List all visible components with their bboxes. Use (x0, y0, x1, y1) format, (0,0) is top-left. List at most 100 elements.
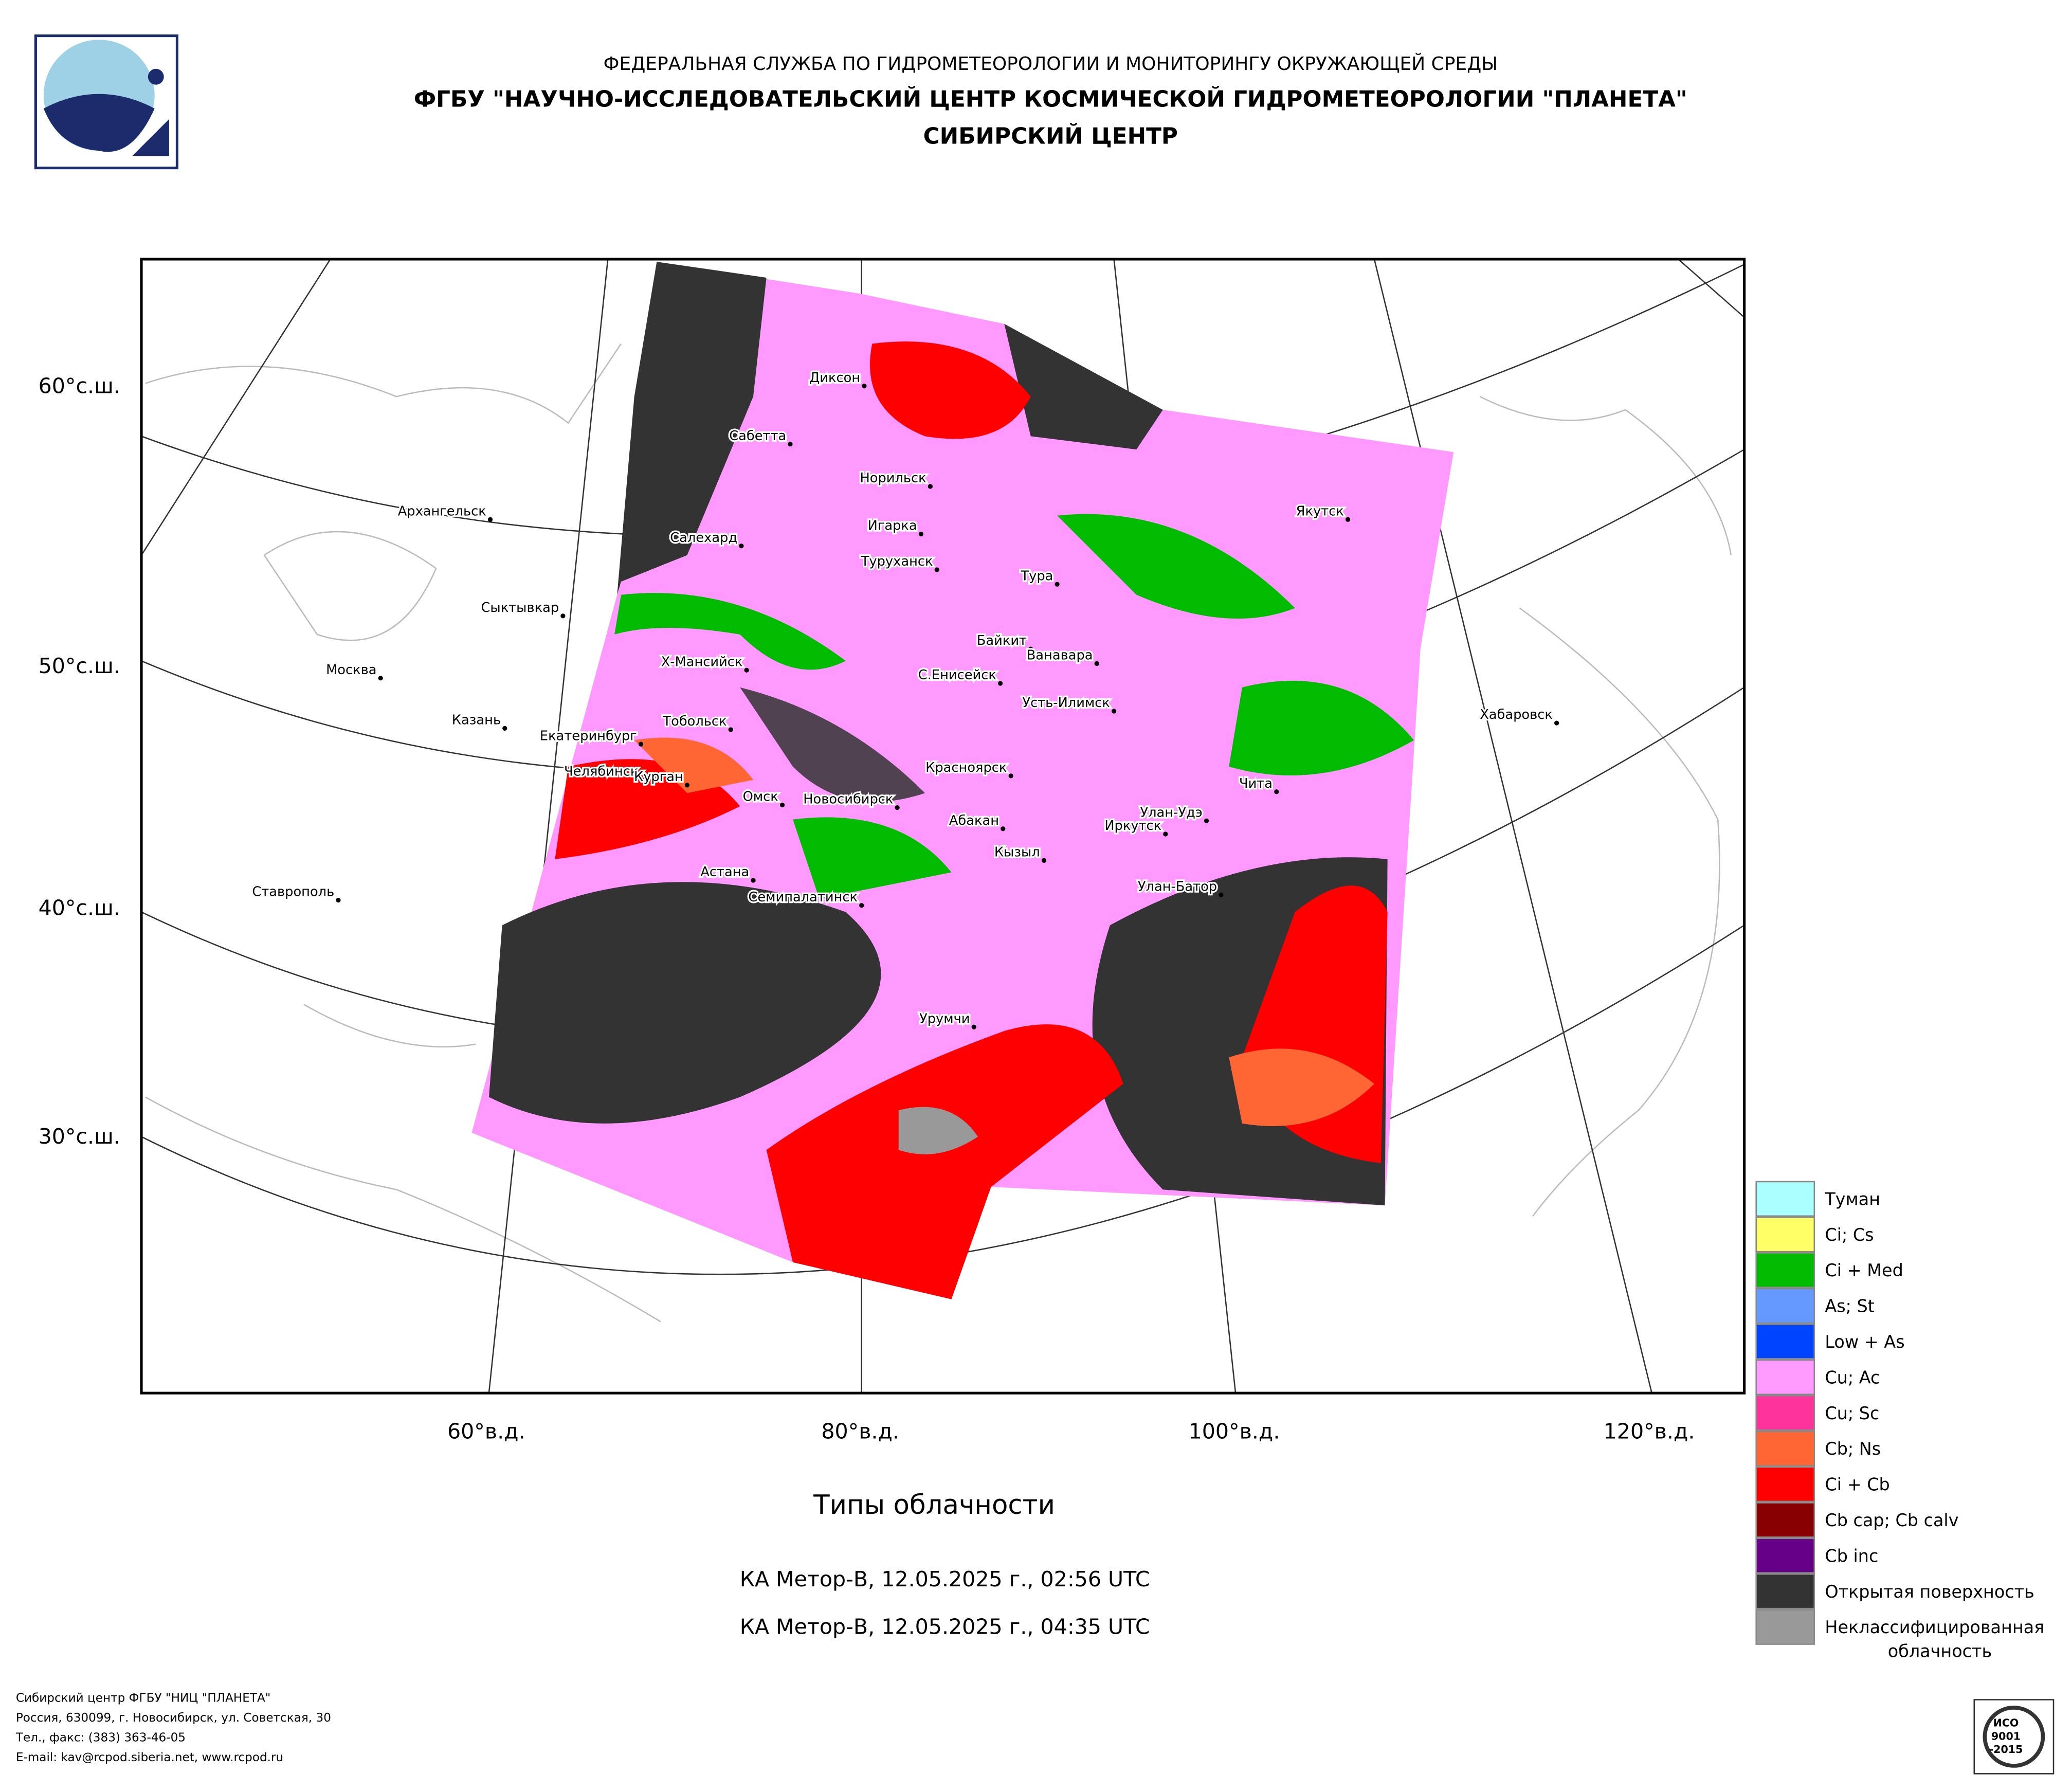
footer-line: Россия, 630099, г. Новосибирск, ул. Сове… (16, 1711, 331, 1725)
city-label: Х-Мансийск (661, 654, 743, 670)
city-label: Чита (1239, 776, 1273, 791)
city-label: Ванавара (1027, 648, 1093, 663)
city-label: Абакан (949, 813, 999, 828)
city-dot (378, 676, 383, 681)
legend-swatch (1755, 1252, 1815, 1288)
city-label: Хабаровск (1480, 707, 1553, 722)
legend-swatch (1755, 1288, 1815, 1324)
footer: Сибирский центр ФГБУ "НИЦ "ПЛАНЕТА" Росси… (15, 1691, 331, 1764)
city-dot (1274, 789, 1279, 794)
legend-label: Ci; Cs (1825, 1225, 1874, 1245)
legend-swatch (1755, 1395, 1815, 1431)
city-label: Диксон (809, 370, 860, 386)
legend-label: Неклассифицированная (1825, 1617, 2044, 1637)
city-label: Игарка (868, 518, 917, 534)
city-dot (895, 805, 900, 810)
caption-title: Типы облачности (813, 1490, 1055, 1521)
footer-line: Тел., факс: (383) 363-46-05 (15, 1731, 186, 1744)
city-dot (560, 613, 566, 619)
city-label: Урумчи (919, 1011, 970, 1026)
city-dot (744, 667, 749, 673)
logo (34, 34, 178, 170)
footer-line: E-mail: kav@rcpod.siberia.net, www.rcpod… (16, 1751, 283, 1764)
city-label: Улан-Удэ (1140, 805, 1202, 820)
city-dot (859, 903, 864, 908)
city-dot (928, 484, 933, 489)
legend-swatch (1755, 1502, 1815, 1538)
footer-line: Сибирский центр ФГБУ "НИЦ "ПЛАНЕТА" (16, 1691, 271, 1705)
city-dot (1028, 646, 1033, 652)
legend-label: облачность (1888, 1641, 1992, 1661)
iso-text: -2015 (1989, 1743, 2023, 1756)
legend-swatch (1755, 1609, 1815, 1645)
legend-label: Cb; Ns (1825, 1439, 1881, 1459)
header-line: ФГБУ "НАУЧНО-ИССЛЕДОВАТЕЛЬСКИЙ ЦЕНТР КОС… (414, 85, 1687, 113)
city-dot (1219, 892, 1224, 897)
city-label: Якутск (1296, 503, 1344, 519)
city-label: Екатеринбург (540, 728, 637, 744)
legend-label: Ci + Cb (1825, 1475, 1889, 1495)
legend-label: Cu; Ac (1825, 1367, 1880, 1387)
city-label: Усть-Илимск (1022, 695, 1110, 711)
city-label: Салехард (670, 530, 737, 546)
map: Диксон Сабетта Норильск Архангельск Игарка Са… (140, 258, 1746, 1395)
city-label: Семипалатинск (748, 890, 858, 905)
lat-label: 40°с.ш. (39, 895, 120, 920)
lat-label: 30°с.ш. (39, 1124, 120, 1149)
swath (471, 262, 1454, 1299)
city-dot (640, 777, 645, 783)
city-label: Байкит (977, 633, 1027, 648)
caption-pass: КА Метор-В, 12.05.2025 г., 04:35 UTC (740, 1615, 1150, 1639)
legend-label: Cb inc (1825, 1546, 1878, 1566)
city-label: Туруханск (861, 554, 933, 569)
city-label: Сабетта (729, 428, 786, 444)
city-dot (971, 1024, 976, 1029)
city-dot (1041, 858, 1047, 863)
legend-swatch (1755, 1324, 1815, 1360)
city-dot (1094, 661, 1099, 666)
city-label: Кызыл (994, 844, 1040, 860)
legend-label: Low + As (1825, 1332, 1904, 1352)
legend-swatch (1755, 1181, 1815, 1217)
lat-label: 60°с.ш. (39, 373, 120, 398)
lon-labels: 60°в.д. 80°в.д. 100°в.д. 120°в.д. (447, 1419, 1695, 1443)
city-dot (1204, 818, 1209, 823)
lon-label: 100°в.д. (1189, 1419, 1280, 1443)
city-label: С.Енисейск (918, 667, 996, 683)
city-label: Астана (700, 864, 749, 880)
header-line: СИБИРСКИЙ ЦЕНТР (923, 122, 1178, 150)
legend-swatch (1755, 1217, 1815, 1253)
city-dot (862, 384, 867, 389)
city-dot (1554, 720, 1559, 726)
lon-label: 80°в.д. (821, 1419, 899, 1443)
legend-swatch (1755, 1466, 1815, 1503)
iso-text: ИСО (1993, 1717, 2019, 1729)
city-dot (918, 531, 924, 537)
city-dot (487, 517, 493, 522)
city-label: Сыктывкар (481, 600, 559, 616)
city-label: Архангельск (398, 503, 486, 519)
city-dot (1163, 831, 1168, 837)
iso-text: 9001 (1991, 1730, 2021, 1742)
city-dot (1055, 582, 1060, 587)
city-label: Тура (1020, 568, 1053, 584)
city-labels: Диксон Сабетта Норильск Архангельск Игарка Са… (250, 369, 1559, 1029)
header-line: ФЕДЕРАЛЬНАЯ СЛУЖБА ПО ГИДРОМЕТЕОРОЛОГИИ … (604, 53, 1498, 75)
city-label: Челябинск (564, 764, 638, 780)
legend-swatch (1755, 1573, 1815, 1609)
city-dot (728, 727, 733, 732)
city-dot (638, 741, 644, 747)
lat-label: 50°с.ш. (39, 654, 120, 678)
city-dot (684, 783, 690, 788)
legend-label: Открытая поверхность (1825, 1582, 2034, 1602)
city-label: Красноярск (925, 760, 1007, 775)
city-label: Москва (326, 662, 376, 678)
city-label: Улан-Батор (1138, 879, 1217, 894)
city-label: Ставрополь (252, 884, 334, 900)
city-dot (997, 681, 1003, 686)
legend-label: Ci + Med (1825, 1260, 1903, 1280)
city-label: Омск (743, 789, 778, 805)
city-label: Казань (452, 712, 501, 728)
